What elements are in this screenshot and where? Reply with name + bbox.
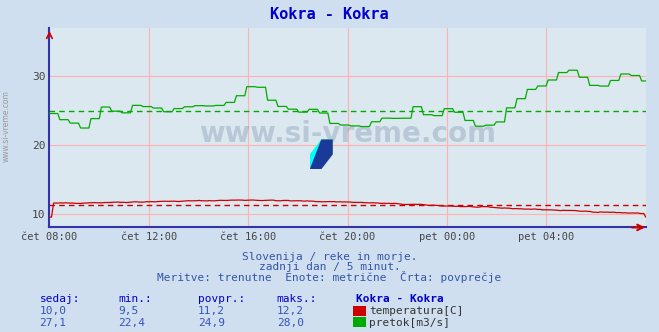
Text: 22,4: 22,4 <box>119 318 146 328</box>
Text: maks.:: maks.: <box>277 294 317 304</box>
Text: 10,0: 10,0 <box>40 306 67 316</box>
Text: 27,1: 27,1 <box>40 318 67 328</box>
Text: Kokra - Kokra: Kokra - Kokra <box>356 294 444 304</box>
Text: 12,2: 12,2 <box>277 306 304 316</box>
Text: www.si-vreme.com: www.si-vreme.com <box>2 90 11 162</box>
Polygon shape <box>310 139 333 169</box>
Polygon shape <box>310 139 333 169</box>
Text: www.si-vreme.com: www.si-vreme.com <box>199 120 496 148</box>
Text: 11,2: 11,2 <box>198 306 225 316</box>
Text: Kokra - Kokra: Kokra - Kokra <box>270 7 389 23</box>
Polygon shape <box>310 139 333 154</box>
Text: 9,5: 9,5 <box>119 306 139 316</box>
Text: temperatura[C]: temperatura[C] <box>369 306 463 316</box>
Text: Slovenija / reke in morje.: Slovenija / reke in morje. <box>242 252 417 262</box>
Text: pretok[m3/s]: pretok[m3/s] <box>369 318 450 328</box>
Text: povpr.:: povpr.: <box>198 294 245 304</box>
Text: 24,9: 24,9 <box>198 318 225 328</box>
Text: sedaj:: sedaj: <box>40 294 80 304</box>
Text: 28,0: 28,0 <box>277 318 304 328</box>
Text: Meritve: trenutne  Enote: metrične  Črta: povprečje: Meritve: trenutne Enote: metrične Črta: … <box>158 271 501 283</box>
Text: min.:: min.: <box>119 294 152 304</box>
Text: zadnji dan / 5 minut.: zadnji dan / 5 minut. <box>258 262 401 272</box>
